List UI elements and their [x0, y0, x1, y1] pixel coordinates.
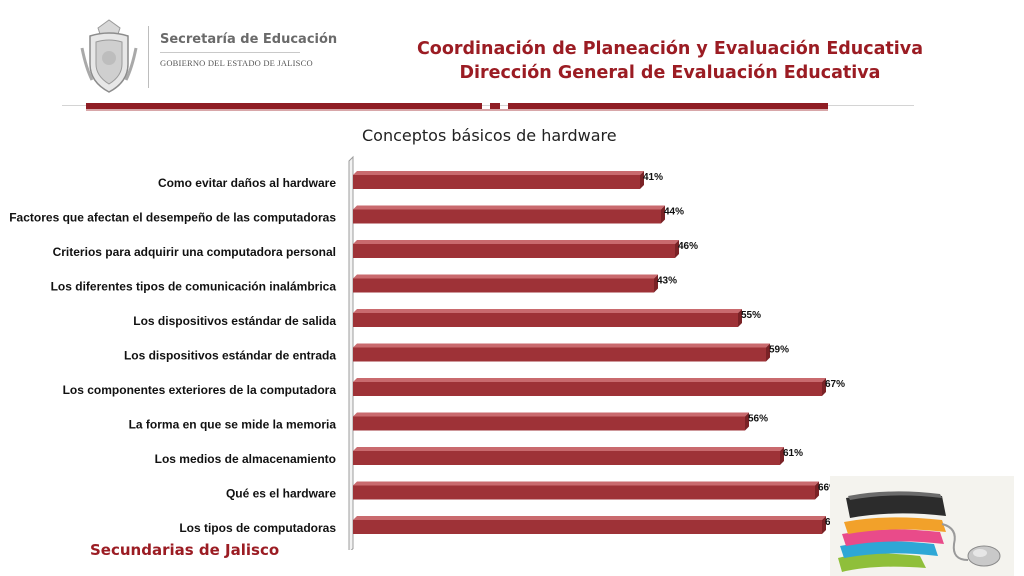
bar-side — [822, 378, 826, 396]
bar — [353, 382, 822, 396]
bar-top — [353, 378, 826, 382]
data-label: 56% — [748, 414, 768, 425]
bar-top — [353, 412, 749, 417]
bar — [353, 278, 654, 293]
bar-side — [738, 309, 742, 327]
bar — [353, 244, 675, 258]
header-title-line2: Dirección General de Evaluación Educativ… — [459, 63, 881, 83]
category-label: Los medios de almacenamiento — [155, 452, 336, 466]
bar — [353, 520, 822, 534]
bar-side — [675, 240, 679, 258]
chart-title: Conceptos básicos de hardware — [362, 126, 617, 145]
bar — [353, 451, 780, 465]
category-label: Los componentes exteriores de la computa… — [63, 383, 337, 397]
bar — [353, 209, 661, 224]
bar-top — [353, 274, 658, 279]
bar-top — [353, 343, 770, 348]
data-label: 61% — [783, 448, 803, 459]
category-label: Los dispositivos estándar de entrada — [124, 349, 336, 363]
bar — [353, 347, 766, 362]
bar-side — [654, 274, 658, 293]
bar-top — [353, 205, 665, 210]
data-label: 41% — [643, 172, 663, 183]
bar — [353, 175, 640, 189]
bar-side — [745, 412, 749, 431]
category-label: Como evitar daños al hardware — [158, 176, 336, 190]
category-label: Criterios para adquirir una computadora … — [53, 245, 336, 259]
bar-top — [353, 481, 819, 486]
data-label: 46% — [678, 241, 698, 252]
category-label: Los diferentes tipos de comunicación ina… — [51, 280, 337, 294]
data-label: 44% — [664, 207, 684, 218]
data-label: 43% — [657, 276, 677, 287]
logo-rule — [160, 52, 300, 53]
bar — [353, 485, 815, 500]
bar-side — [822, 516, 826, 534]
data-label: 67% — [825, 379, 845, 390]
bar-chart: Como evitar daños al hardware 41% Factores… — [9, 155, 845, 550]
bar-side — [766, 343, 770, 362]
header-rule — [62, 103, 914, 111]
bar-top — [353, 309, 742, 313]
books-and-mouse-icon — [830, 476, 1014, 576]
bar-top — [353, 240, 679, 244]
data-label: 59% — [769, 345, 789, 356]
bar-top — [353, 516, 826, 520]
bar-side — [815, 481, 819, 500]
header-title: Coordinación de Planeación y Evaluación … — [390, 37, 950, 85]
category-label: La forma en que se mide la memoria — [129, 418, 337, 432]
category-label: Qué es el hardware — [226, 487, 336, 501]
header-logo: Secretaría de Educación GOBIERNO DEL EST… — [78, 18, 337, 98]
logo-divider — [148, 26, 149, 88]
bar-top — [353, 171, 644, 175]
category-label: Factores que afectan el desempeño de las… — [9, 211, 336, 225]
category-label: Los dispositivos estándar de salida — [133, 314, 336, 328]
bar — [353, 416, 745, 431]
header-title-line1: Coordinación de Planeación y Evaluación … — [416, 39, 924, 59]
chart-axis — [348, 155, 354, 550]
bar-side — [780, 447, 784, 465]
bar-top — [353, 447, 784, 451]
bar-side — [661, 205, 665, 224]
category-label: Los tipos de computadoras — [179, 521, 336, 535]
footer-text: Secundarias de Jalisco — [90, 541, 280, 559]
org-subtitle: GOBIERNO DEL ESTADO DE JALISCO — [160, 58, 313, 68]
bar-side — [640, 171, 644, 189]
jalisco-coat-of-arms-icon — [80, 19, 138, 93]
data-label: 66% — [818, 483, 838, 494]
bar — [353, 313, 738, 327]
data-label: 55% — [741, 310, 761, 321]
org-name: Secretaría de Educación — [160, 32, 338, 47]
